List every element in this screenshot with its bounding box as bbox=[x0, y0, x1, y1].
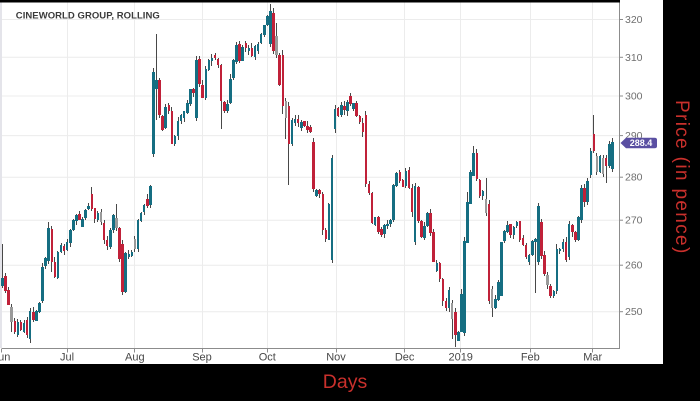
svg-text:Sep: Sep bbox=[192, 352, 212, 364]
svg-text:Days: Days bbox=[323, 371, 368, 393]
svg-text:2019: 2019 bbox=[448, 352, 472, 364]
svg-text:260: 260 bbox=[625, 260, 643, 272]
svg-text:280: 280 bbox=[625, 172, 643, 184]
svg-text:288.4: 288.4 bbox=[630, 138, 653, 148]
svg-text:270: 270 bbox=[625, 215, 643, 227]
svg-text:250: 250 bbox=[625, 306, 643, 318]
svg-text:Feb: Feb bbox=[521, 352, 540, 364]
svg-text:Price (in pence): Price (in pence) bbox=[671, 100, 692, 255]
svg-text:Dec: Dec bbox=[395, 352, 415, 364]
svg-text:Jun: Jun bbox=[0, 352, 10, 364]
svg-text:Oct: Oct bbox=[259, 352, 276, 364]
svg-text:Mar: Mar bbox=[583, 352, 602, 364]
svg-text:Nov: Nov bbox=[326, 352, 346, 364]
svg-text:320: 320 bbox=[625, 14, 643, 26]
svg-text:Jul: Jul bbox=[60, 352, 74, 364]
svg-text:CINEWORLD GROUP, ROLLING: CINEWORLD GROUP, ROLLING bbox=[16, 11, 160, 22]
svg-text:310: 310 bbox=[625, 52, 643, 64]
svg-text:Aug: Aug bbox=[125, 352, 145, 364]
svg-text:300: 300 bbox=[625, 91, 643, 103]
